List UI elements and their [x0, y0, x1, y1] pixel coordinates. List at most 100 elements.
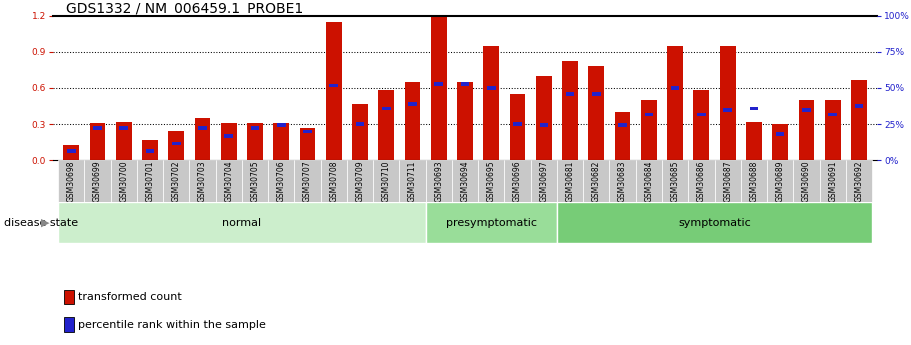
Bar [89, 123, 106, 160]
Bar [142, 140, 158, 160]
Bar [592, 92, 600, 96]
Bar [408, 102, 417, 106]
Bar [799, 100, 814, 160]
Bar [820, 160, 845, 202]
Text: symptomatic: symptomatic [678, 218, 751, 227]
Bar [802, 108, 811, 112]
Bar [399, 160, 425, 202]
Text: GSM30699: GSM30699 [93, 160, 102, 202]
Text: percentile rank within the sample: percentile rank within the sample [78, 319, 266, 329]
Bar [609, 160, 636, 202]
Bar [172, 141, 180, 146]
Bar [353, 104, 368, 160]
Bar [64, 145, 79, 160]
Bar [793, 160, 820, 202]
Bar [845, 160, 872, 202]
Text: GSM30700: GSM30700 [119, 160, 128, 202]
Bar [851, 79, 866, 160]
Bar [697, 112, 706, 117]
Text: GSM30701: GSM30701 [146, 160, 155, 202]
Bar [378, 90, 394, 160]
Bar [303, 129, 312, 134]
Text: GSM30710: GSM30710 [382, 160, 391, 202]
Bar [326, 21, 342, 160]
Bar [347, 160, 374, 202]
Bar [767, 160, 793, 202]
Bar [404, 82, 421, 160]
Text: GSM30695: GSM30695 [486, 160, 496, 202]
Bar [216, 160, 242, 202]
Bar [714, 160, 741, 202]
Bar [667, 46, 683, 160]
Bar [855, 104, 864, 108]
Bar [268, 160, 294, 202]
Bar [85, 160, 110, 202]
Bar [562, 61, 578, 160]
Bar [224, 134, 233, 138]
Bar [773, 124, 788, 160]
Bar [330, 83, 338, 88]
Bar [536, 76, 552, 160]
Text: GSM30682: GSM30682 [592, 160, 601, 202]
Bar [189, 160, 216, 202]
Bar [163, 160, 189, 202]
Bar [776, 132, 784, 136]
Bar [169, 131, 184, 160]
Bar [65, 317, 75, 332]
Text: GSM30684: GSM30684 [644, 160, 653, 202]
Bar [615, 112, 630, 160]
Bar [531, 160, 557, 202]
Bar [294, 160, 321, 202]
Bar [478, 160, 505, 202]
Bar [67, 149, 76, 153]
Bar [382, 107, 391, 110]
Bar [487, 86, 496, 90]
Text: GSM30693: GSM30693 [435, 160, 444, 202]
Bar [425, 202, 557, 243]
Bar [137, 160, 163, 202]
Bar [509, 94, 526, 160]
Text: GSM30681: GSM30681 [566, 160, 575, 202]
Text: GSM30687: GSM30687 [723, 160, 732, 202]
Bar [513, 122, 522, 126]
Text: ▶: ▶ [41, 218, 49, 227]
Bar [116, 122, 131, 160]
Text: GSM30709: GSM30709 [355, 160, 364, 202]
Bar [300, 128, 315, 160]
Bar [583, 160, 609, 202]
Bar [662, 160, 688, 202]
Bar [539, 124, 548, 127]
Bar [746, 122, 762, 160]
Text: GSM30686: GSM30686 [697, 160, 706, 202]
Bar [670, 86, 680, 90]
Bar [58, 202, 425, 243]
Text: GSM30704: GSM30704 [224, 160, 233, 202]
Bar [636, 160, 662, 202]
Text: GSM30705: GSM30705 [251, 160, 260, 202]
Text: GSM30694: GSM30694 [461, 160, 469, 202]
Bar [557, 160, 583, 202]
Text: GSM30707: GSM30707 [303, 160, 312, 202]
Bar [741, 160, 767, 202]
Text: GSM30691: GSM30691 [828, 160, 837, 202]
Bar [505, 160, 531, 202]
Bar [484, 46, 499, 160]
Bar [251, 126, 260, 130]
Bar [461, 82, 469, 86]
Text: GSM30698: GSM30698 [67, 160, 76, 202]
Bar [273, 123, 289, 160]
Bar [110, 160, 137, 202]
Bar [824, 100, 841, 160]
Text: disease state: disease state [4, 218, 77, 227]
Bar [457, 82, 473, 160]
Bar [93, 126, 102, 130]
Bar [452, 160, 478, 202]
Text: GSM30683: GSM30683 [618, 160, 627, 202]
Text: GSM30688: GSM30688 [750, 160, 758, 202]
Bar [321, 160, 347, 202]
Bar [557, 202, 872, 243]
Bar [619, 124, 627, 127]
Bar [199, 126, 207, 130]
Text: GSM30690: GSM30690 [802, 160, 811, 202]
Bar [431, 16, 446, 160]
